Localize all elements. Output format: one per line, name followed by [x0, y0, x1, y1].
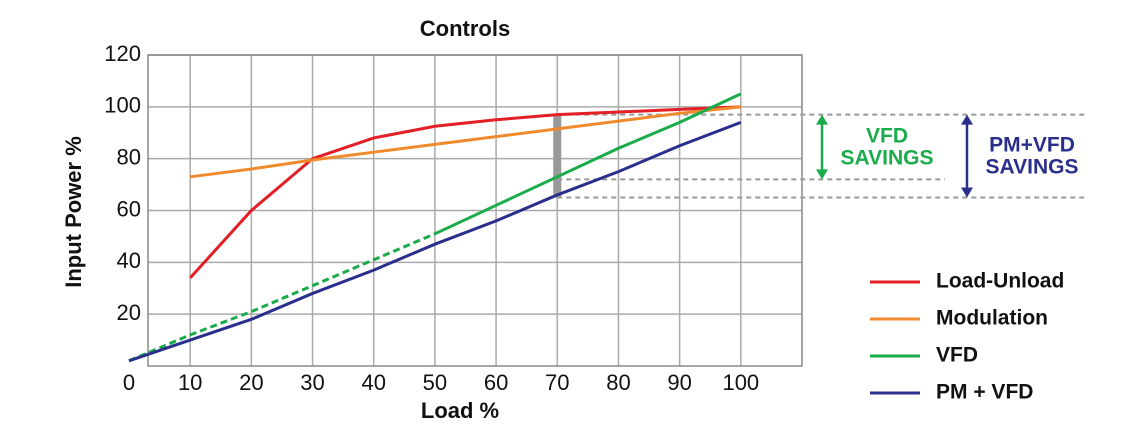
legend-label: VFD	[936, 344, 978, 367]
x-tick-label: 70	[545, 370, 569, 395]
y-axis-label: Input Power %	[61, 136, 86, 288]
x-tick-label: 80	[606, 370, 630, 395]
arrow-head	[961, 114, 973, 125]
annotation-text: SAVINGS	[986, 156, 1079, 179]
legend-label: Modulation	[936, 307, 1048, 330]
y-tick-label: 40	[117, 248, 141, 273]
series-line	[189, 105, 741, 179]
x-tick-label: 20	[239, 370, 263, 395]
x-tick-label: 90	[667, 370, 691, 395]
annotation-text: VFD	[866, 125, 908, 148]
arrow-head	[816, 169, 828, 180]
annotation-text: PM+VFD	[989, 134, 1075, 157]
y-tick-label: 20	[117, 300, 141, 325]
chart-title: Controls	[420, 16, 510, 41]
arrow-head	[816, 114, 828, 125]
x-axis-label: Load %	[421, 398, 499, 423]
highlight-bar	[553, 114, 562, 198]
y-tick-label: 80	[117, 144, 141, 169]
arrow-head	[961, 187, 973, 198]
series-line	[189, 105, 741, 279]
annotation-text: SAVINGS	[841, 147, 934, 170]
x-tick-label: 30	[300, 370, 324, 395]
x-tick-label: 100	[722, 370, 759, 395]
series-line	[434, 92, 742, 236]
x-tick-label: 40	[361, 370, 385, 395]
y-tick-label: 100	[104, 93, 141, 118]
y-tick-label: 120	[104, 41, 141, 66]
series-line	[128, 232, 436, 363]
x-tick-label: 0	[123, 370, 135, 395]
x-tick-label: 50	[423, 370, 447, 395]
x-tick-label: 10	[178, 370, 202, 395]
legend-label: Load-Unload	[936, 270, 1064, 293]
plot-frame	[147, 54, 803, 367]
series-line	[128, 120, 742, 363]
legend-label: PM + VFD	[936, 381, 1033, 404]
y-tick-label: 60	[117, 196, 141, 221]
x-tick-label: 60	[484, 370, 508, 395]
